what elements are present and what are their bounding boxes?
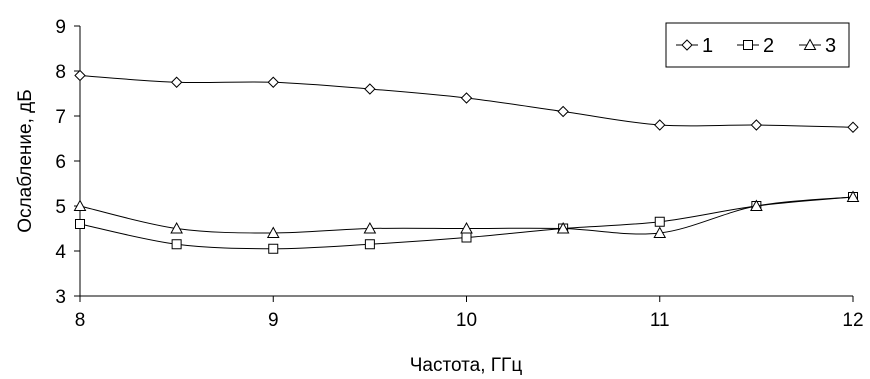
series-1-point [557,105,569,118]
series-3-point [170,221,183,234]
series-3-point [73,199,87,211]
y-tick-label: 4 [55,242,66,263]
y-tick-label: 8 [55,62,66,83]
legend-label-1: 1 [702,35,713,57]
series-3-point [653,226,667,238]
series-3-point [556,221,570,234]
x-axis-label: Частота, ГГц [410,355,523,376]
y-tick-label: 6 [55,152,66,173]
series-2-point [461,232,472,243]
x-tick-label: 11 [650,310,670,331]
series-1-point [170,76,183,88]
series-1-point [750,119,763,131]
series-1-point [847,121,859,133]
x-tick-label: 10 [456,310,477,331]
series-2-point [268,243,279,254]
series-2-point [75,219,85,229]
series-1-point [460,92,473,104]
series-1-point [364,83,376,95]
x-tick-label: 8 [75,310,86,331]
series-1-point [654,119,666,131]
series-3-point [266,226,280,238]
series-1-point [267,76,279,88]
legend: 1 2 3 [665,22,850,68]
legend-label-3: 3 [825,35,836,57]
series-1-point [74,69,86,82]
y-tick-label: 5 [55,197,66,218]
series-3 [73,190,860,238]
series-3-point [460,221,473,234]
y-tick-label: 7 [55,107,66,128]
legend-marker-2 [743,40,753,50]
series-2-point [364,239,375,250]
legend-marker-3 [803,38,817,50]
y-tick-label: 9 [55,17,66,38]
series-3-point [846,190,860,202]
series-2-point [654,216,665,227]
x-tick-label: 9 [268,310,279,331]
y-axis-label: Ослабление, дБ [15,89,36,232]
y-tick-label: 3 [55,287,66,308]
legend-marker-1 [681,39,693,51]
series-3-point [363,221,377,234]
series-1 [74,69,859,133]
series-3-point [750,199,763,211]
series-2-point [171,239,182,250]
series-layer [73,69,860,254]
x-tick-label: 12 [842,310,863,331]
legend-label-2: 2 [763,35,774,57]
